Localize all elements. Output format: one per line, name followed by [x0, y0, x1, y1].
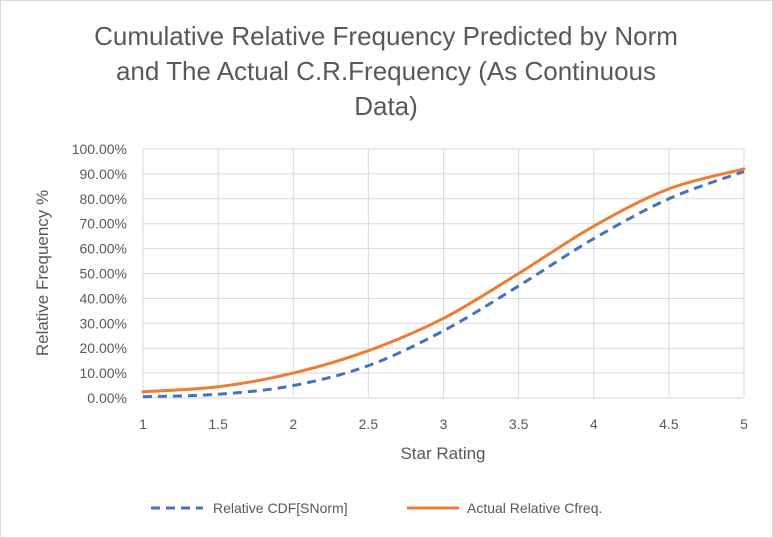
series-lines	[141, 167, 746, 399]
x-tick-label: 2.5	[359, 416, 379, 432]
series-line-2	[141, 167, 746, 394]
y-tick-label: 40.00%	[80, 290, 127, 306]
y-tick-label: 30.00%	[80, 315, 127, 331]
legend-label-1: Relative CDF[SNorm]	[213, 500, 348, 516]
x-axis-label: Star Rating	[400, 444, 485, 463]
x-tick-label: 3.5	[509, 416, 529, 432]
y-tick-label: 50.00%	[80, 266, 127, 282]
legend-label-2: Actual Relative Cfreq.	[467, 500, 602, 516]
x-tick-label: 1	[139, 416, 147, 432]
x-tick-label: 2	[289, 416, 297, 432]
y-tick-label: 20.00%	[80, 340, 127, 356]
gridlines	[142, 148, 745, 399]
x-tick-label: 4.5	[659, 416, 679, 432]
y-tick-label: 90.00%	[80, 166, 127, 182]
x-tick-label: 4	[590, 416, 598, 432]
y-tick-label: 10.00%	[80, 365, 127, 381]
chart-title: Cumulative Relative Frequency Predicted …	[94, 21, 678, 121]
series-line-1	[142, 170, 745, 399]
y-tick-label: 80.00%	[80, 191, 127, 207]
x-tick-label: 1.5	[208, 416, 228, 432]
y-tick-label: 70.00%	[80, 216, 127, 232]
x-tick-label: 3	[440, 416, 448, 432]
x-tick-label: 5	[740, 416, 748, 432]
y-tick-label: 100.00%	[72, 141, 127, 157]
y-axis-label: Relative Frequency %	[33, 190, 52, 356]
axes: 0.00% 10.00% 20.00% 30.00% 40.00% 50.00% 60.00…	[72, 141, 748, 432]
y-tick-label: 0.00%	[87, 390, 127, 406]
legend: Relative CDF[SNorm] Actual Relative Cfreq…	[151, 500, 602, 516]
y-tick-label: 60.00%	[80, 241, 127, 257]
